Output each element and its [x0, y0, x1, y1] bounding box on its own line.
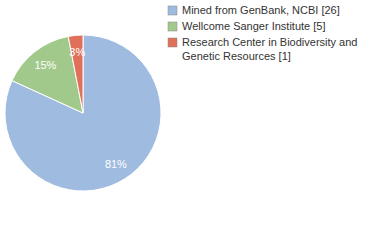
- legend: Mined from GenBank, NCBI [26] Wellcome Sa…: [168, 4, 357, 62]
- legend-label: Mined from GenBank, NCBI [26]: [182, 4, 340, 16]
- pie-slice: [5, 35, 161, 191]
- pie: 81% 15% 3%: [5, 35, 161, 191]
- legend-label: Research Center in Biodiversity andGenet…: [182, 36, 357, 62]
- data-label: 3%: [69, 46, 85, 58]
- legend-swatch: [168, 6, 177, 15]
- data-label: 15%: [34, 59, 56, 71]
- legend-label: Wellcome Sanger Institute [5]: [182, 20, 325, 32]
- chart: 81% 15% 3% Mined from GenBank, NCBI [26] Wel…: [0, 0, 380, 240]
- data-label: 81%: [105, 158, 127, 170]
- legend-swatch: [168, 22, 177, 31]
- legend-swatch: [168, 38, 177, 47]
